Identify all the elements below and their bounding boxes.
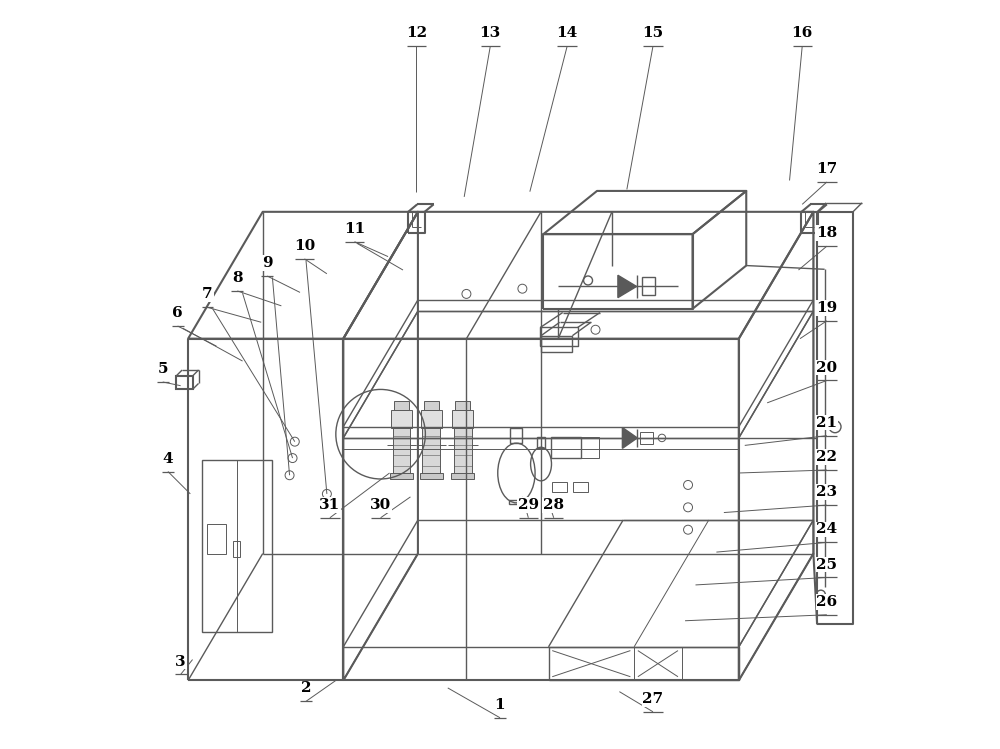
Bar xyxy=(573,482,588,492)
Text: 9: 9 xyxy=(262,256,272,270)
Text: 6: 6 xyxy=(172,306,183,320)
Text: 30: 30 xyxy=(370,498,391,512)
Text: 19: 19 xyxy=(816,301,837,315)
Text: 23: 23 xyxy=(816,485,837,499)
Bar xyxy=(390,473,413,479)
Bar xyxy=(391,410,412,428)
Text: 13: 13 xyxy=(480,26,501,40)
Text: 1: 1 xyxy=(495,698,505,712)
Text: 3: 3 xyxy=(175,655,186,669)
Bar xyxy=(202,461,272,632)
Polygon shape xyxy=(618,275,637,297)
Text: 4: 4 xyxy=(163,452,173,466)
Bar xyxy=(394,401,409,410)
Text: 12: 12 xyxy=(406,26,427,40)
Text: 8: 8 xyxy=(232,271,243,285)
Text: 11: 11 xyxy=(344,222,365,236)
Bar xyxy=(642,277,655,295)
Bar xyxy=(420,473,443,479)
Text: 29: 29 xyxy=(518,498,539,512)
Text: 22: 22 xyxy=(816,450,837,464)
Text: 25: 25 xyxy=(816,557,837,571)
Text: 31: 31 xyxy=(319,498,340,512)
Bar xyxy=(393,428,410,475)
Bar xyxy=(509,500,524,504)
Bar xyxy=(537,437,545,448)
Text: 24: 24 xyxy=(816,523,837,536)
Bar xyxy=(422,428,440,475)
Text: 26: 26 xyxy=(816,595,837,609)
Bar xyxy=(454,428,472,475)
Text: 20: 20 xyxy=(816,360,837,374)
Bar xyxy=(176,376,193,389)
Text: 27: 27 xyxy=(642,692,664,706)
Text: 21: 21 xyxy=(816,416,837,430)
Text: 16: 16 xyxy=(792,26,813,40)
Text: 18: 18 xyxy=(816,226,837,240)
Bar xyxy=(424,401,439,410)
Bar xyxy=(233,541,240,557)
Bar xyxy=(207,524,226,554)
Polygon shape xyxy=(622,428,637,449)
Text: 2: 2 xyxy=(301,682,311,695)
Text: 17: 17 xyxy=(816,162,837,176)
Text: 10: 10 xyxy=(294,239,315,253)
Text: 5: 5 xyxy=(157,362,168,376)
Bar xyxy=(552,482,567,492)
Bar xyxy=(455,401,470,410)
Text: 14: 14 xyxy=(557,26,578,40)
Bar xyxy=(640,432,653,444)
Bar xyxy=(551,437,581,458)
Bar xyxy=(421,410,442,428)
Bar xyxy=(451,473,474,479)
Bar xyxy=(510,428,522,443)
Bar xyxy=(541,336,572,352)
Text: 7: 7 xyxy=(202,288,213,301)
Bar xyxy=(581,437,599,458)
Text: 28: 28 xyxy=(543,498,564,512)
Text: 15: 15 xyxy=(642,26,664,40)
Bar xyxy=(452,410,473,428)
